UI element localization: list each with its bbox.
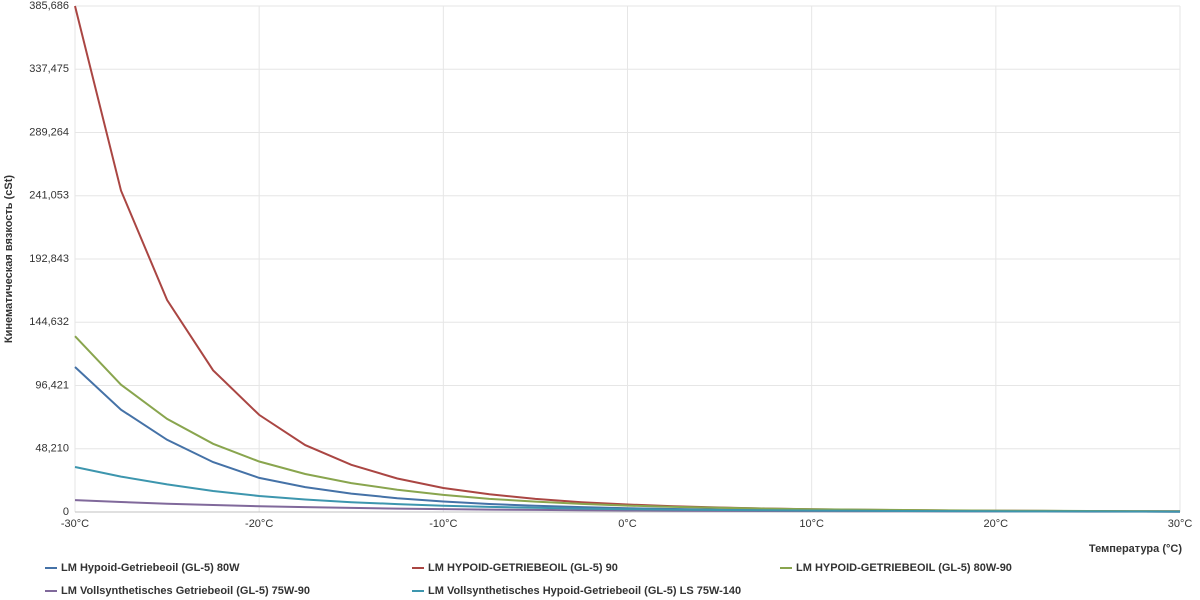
y-tick-label: 192,843 [29, 253, 69, 265]
y-tick-label: 241,053 [29, 190, 69, 202]
y-tick-label: 337,475 [29, 63, 69, 75]
x-tick-label: 20°C [984, 518, 1009, 530]
x-tick-label: -10°C [429, 518, 457, 530]
x-axis-title: Температура (°C) [1089, 543, 1182, 555]
legend-label: LM Vollsynthetisches Hypoid-Getriebeoil … [428, 585, 741, 597]
legend-label: LM Hypoid-Getriebeoil (GL-5) 80W [61, 562, 240, 574]
y-tick-label: 0 [63, 506, 69, 518]
y-tick-label: 48,210 [35, 443, 69, 455]
legend-label: LM HYPOID-GETRIEBEOIL (GL-5) 90 [428, 562, 618, 574]
x-tick-label: 0°C [618, 518, 637, 530]
y-tick-label: 289,264 [29, 126, 69, 138]
y-tick-label: 144,632 [29, 316, 69, 328]
y-axis-title: Кинематическая вязкость (cSt) [3, 175, 15, 343]
y-tick-label: 96,421 [35, 379, 69, 391]
x-tick-label: 30°C [1168, 518, 1193, 530]
x-tick-label: 10°C [799, 518, 824, 530]
series-line [74, 466, 1181, 513]
x-tick-label: -20°C [245, 518, 273, 530]
legend-label: LM HYPOID-GETRIEBEOIL (GL-5) 80W-90 [796, 562, 1012, 574]
y-tick-label: 385,686 [29, 0, 69, 12]
x-tick-label: -30°C [61, 518, 89, 530]
legend-label: LM Vollsynthetisches Getriebeoil (GL-5) … [61, 585, 310, 597]
